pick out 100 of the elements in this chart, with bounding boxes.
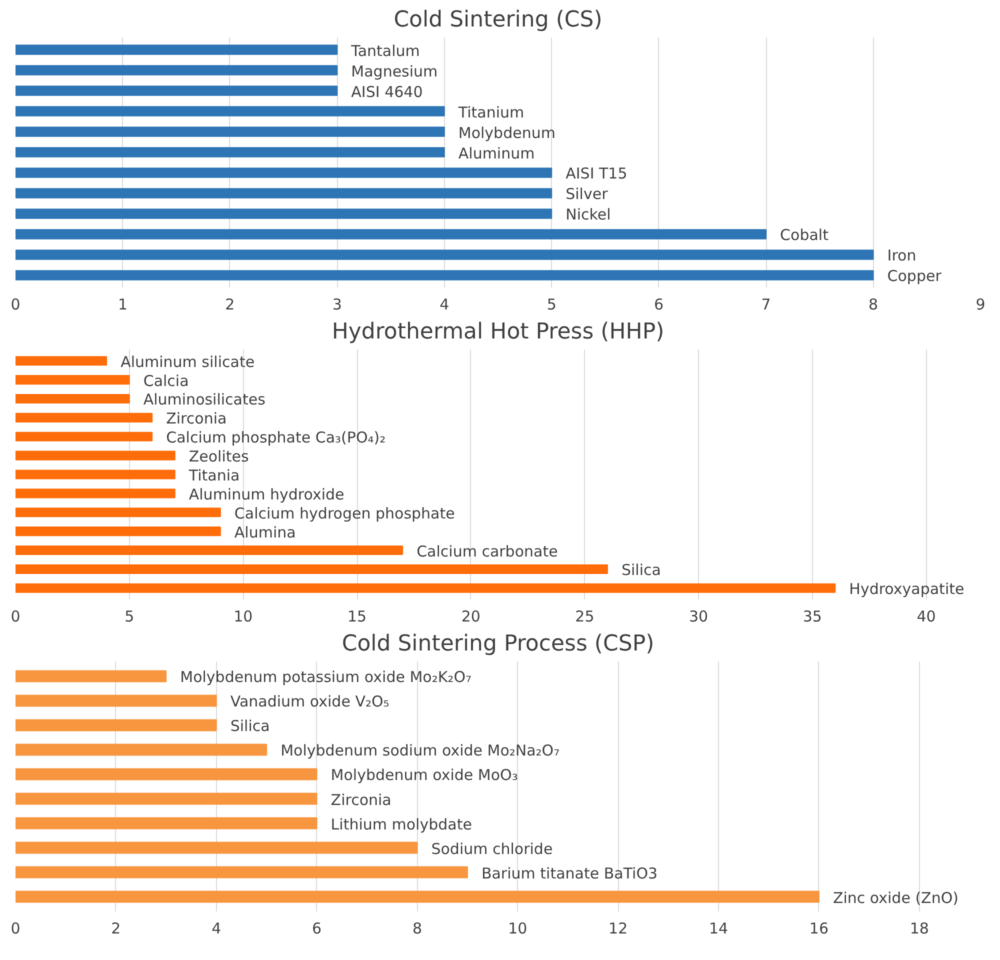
x-tick-label: 6 (654, 296, 664, 314)
bar (16, 564, 608, 574)
y-tick-label: Nickel (566, 206, 611, 224)
y-tick-label: Alumina (234, 523, 296, 542)
y-tick-label: Vanadium oxide V₂O₅ (230, 692, 390, 711)
y-tick-label: Cobalt (780, 226, 829, 244)
x-tick-label: 2 (111, 920, 121, 938)
y-tick-label: Molybdenum (458, 124, 556, 142)
x-tick-label: 1 (118, 296, 128, 314)
chart-title: Cold Sintering Process (CSP) (342, 632, 654, 656)
y-tick-label: Copper (887, 267, 942, 286)
x-tick-label: 7 (761, 296, 771, 314)
y-tick-label: Silica (621, 561, 661, 580)
x-tick-label: 8 (412, 920, 422, 938)
x-tick-label: 8 (868, 296, 878, 314)
bar (16, 147, 445, 158)
bar (16, 412, 153, 422)
y-tick-label: Calcium hydrogen phosphate (234, 504, 455, 522)
x-tick-label: 14 (708, 920, 728, 938)
bar (16, 817, 318, 830)
chart-title: Hydrothermal Hot Press (HHP) (332, 320, 664, 344)
bar (16, 890, 820, 903)
bar (16, 768, 318, 780)
bar (16, 394, 130, 404)
bar (16, 356, 108, 366)
bar (16, 270, 874, 280)
y-tick-label: Sodium chloride (431, 840, 553, 858)
y-tick-label: Hydroxyapatite (849, 580, 964, 598)
bar (16, 866, 468, 878)
bar (16, 842, 418, 854)
x-tick-label: 6 (312, 920, 322, 938)
x-tick-label: 9 (976, 296, 986, 314)
y-tick-label: Zinc oxide (ZnO) (832, 888, 958, 907)
bar (16, 508, 221, 518)
x-tick-label: 0 (10, 296, 20, 314)
y-tick-label: Silver (566, 185, 609, 204)
bar (16, 375, 130, 385)
y-tick-label: Aluminum (458, 144, 535, 162)
y-tick-label: Zirconia (166, 410, 227, 428)
y-tick-label: Titanium (457, 103, 524, 122)
y-tick-label: Calcium phosphate Ca₃(PO₄)₂ (166, 428, 386, 447)
bar (16, 250, 874, 260)
x-tick-label: 15 (347, 608, 367, 626)
x-tick-label: 10 (234, 608, 253, 626)
x-tick-label: 30 (689, 608, 708, 626)
y-tick-label: Barium titanate BaTiO3 (481, 864, 658, 882)
y-tick-label: Molybdenum sodium oxide Mo₂Na₂O₇ (280, 742, 560, 760)
x-tick-label: 2 (225, 296, 235, 314)
bar (16, 44, 338, 55)
bar (16, 719, 217, 732)
bar (16, 86, 338, 96)
x-tick-label: 3 (332, 296, 342, 314)
bar (16, 106, 445, 116)
y-tick-label: AISI 4640 (351, 82, 423, 101)
x-tick-label: 5 (124, 608, 134, 626)
x-tick-label: 25 (575, 608, 594, 626)
bar (16, 526, 221, 536)
bar (16, 168, 552, 178)
y-tick-label: Silica (230, 717, 270, 736)
bar (16, 670, 167, 682)
y-tick-label: Aluminum silicate (120, 352, 255, 371)
y-tick-label: Aluminosilicates (143, 390, 266, 409)
x-tick-label: 12 (608, 920, 628, 938)
bar (16, 432, 153, 442)
bar (16, 470, 176, 480)
y-tick-label: Lithium molybdate (330, 815, 472, 834)
x-tick-label: 4 (440, 296, 450, 314)
x-tick-label: 5 (546, 296, 556, 314)
bar (16, 450, 176, 460)
y-tick-label: Titania (188, 466, 240, 484)
bar (16, 65, 338, 76)
y-tick-label: Molybdenum oxide MoO₃ (330, 766, 518, 784)
bar (16, 188, 552, 198)
bar (16, 208, 552, 219)
x-tick-label: 20 (461, 608, 480, 626)
bar (16, 792, 318, 805)
x-tick-label: 4 (212, 920, 222, 938)
y-tick-label: Zeolites (188, 448, 250, 466)
x-tick-label: 0 (10, 920, 20, 938)
y-tick-label: Zirconia (330, 790, 392, 809)
bar (16, 694, 217, 707)
x-tick-label: 18 (910, 920, 929, 938)
y-tick-label: Calcia (143, 372, 189, 390)
x-tick-label: 40 (916, 608, 936, 626)
x-tick-label: 0 (10, 608, 20, 626)
bar (16, 126, 445, 137)
bar (16, 229, 767, 240)
y-tick-label: Calcium carbonate (416, 542, 558, 560)
y-tick-label: Tantalum (350, 42, 420, 60)
y-tick-label: Molybdenum potassium oxide Mo₂K₂O₇ (180, 668, 472, 686)
x-tick-label: 16 (809, 920, 829, 938)
y-tick-label: Magnesium (351, 62, 438, 80)
bar (16, 488, 176, 498)
x-tick-label: 35 (802, 608, 822, 626)
y-tick-label: Aluminum hydroxide (188, 485, 344, 504)
y-tick-label: AISI T15 (566, 164, 628, 183)
y-tick-label: Iron (887, 246, 916, 265)
bar (16, 545, 404, 556)
chart-title: Cold Sintering (CS) (394, 8, 602, 32)
bar (16, 583, 836, 593)
